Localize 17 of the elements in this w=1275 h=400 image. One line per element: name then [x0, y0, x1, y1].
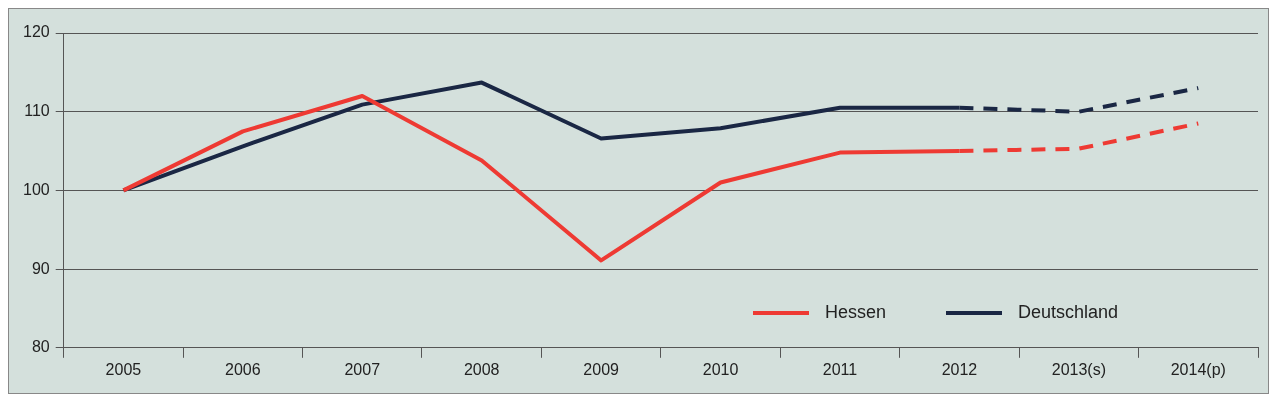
legend-label: Hessen	[824, 302, 886, 323]
x-tick-label: 2014(p)	[1170, 360, 1226, 378]
y-tick-label: 120	[22, 23, 50, 41]
x-tick-label: 2012	[941, 360, 978, 378]
legend-label: Deutschland	[1017, 302, 1118, 323]
x-tick-label: 2006	[225, 360, 261, 378]
x-tick-label: 2013(s)	[1051, 360, 1106, 378]
y-tick-label: 100	[22, 180, 50, 198]
x-tick-label: 2011	[822, 360, 858, 378]
x-tick-label: 2009	[583, 360, 620, 378]
x-tick-label: 2007	[344, 360, 381, 378]
x-tick-label: 2005	[105, 360, 142, 378]
y-tick-label: 110	[24, 102, 50, 120]
x-tick-label: 2008	[463, 360, 500, 378]
y-tick-label: 80	[31, 338, 50, 356]
y-tick-label: 90	[31, 259, 50, 277]
x-tick-label: 2010	[702, 360, 739, 378]
